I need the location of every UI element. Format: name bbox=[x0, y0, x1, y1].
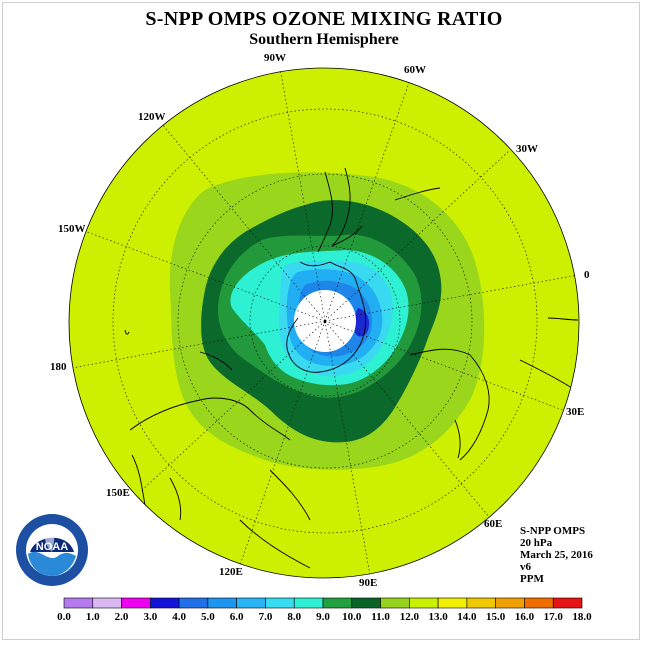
lon-label-30w: 30W bbox=[516, 143, 538, 155]
lon-label-60w: 60W bbox=[404, 64, 426, 76]
coastlines bbox=[124, 167, 579, 569]
info-units: PPM bbox=[520, 573, 544, 585]
lon-label-30e: 30E bbox=[566, 406, 584, 418]
info-version: v6 bbox=[520, 561, 531, 573]
map-boundary bbox=[68, 67, 580, 579]
info-date: March 25, 2016 bbox=[520, 549, 593, 561]
lon-label-90e: 90E bbox=[359, 577, 377, 589]
lon-label-60e: 60E bbox=[484, 518, 502, 530]
lon-label-180: 180 bbox=[50, 361, 67, 373]
lon-label-150w: 150W bbox=[58, 223, 86, 235]
lon-label-120w: 120W bbox=[138, 111, 166, 123]
lon-label-0: 0 bbox=[584, 269, 590, 281]
image-frame bbox=[2, 2, 640, 640]
info-instrument: S-NPP OMPS bbox=[520, 525, 586, 537]
lon-label-90w: 90W bbox=[264, 52, 286, 64]
lon-label-150e: 150E bbox=[106, 487, 130, 499]
info-block: S-NPP OMPS 20 hPa March 25, 2016 v6 PPM bbox=[520, 525, 593, 585]
south-pole-dot bbox=[323, 320, 327, 324]
latitude-circles bbox=[112, 108, 538, 534]
longitude-lines bbox=[71, 68, 579, 576]
noaa-logo-text: NOAA bbox=[36, 541, 68, 553]
lon-label-120e: 120E bbox=[219, 566, 243, 578]
info-level: 20 hPa bbox=[520, 537, 553, 549]
longitude-labels: 90W 60W 30W 0 30E 60E 90E 120E 150E 180 … bbox=[50, 52, 590, 589]
map-subtitle: Southern Hemisphere bbox=[249, 31, 399, 48]
noaa-logo: NOAA bbox=[16, 514, 88, 586]
map-title: S-NPP OMPS OZONE MIXING RATIO bbox=[145, 8, 503, 30]
